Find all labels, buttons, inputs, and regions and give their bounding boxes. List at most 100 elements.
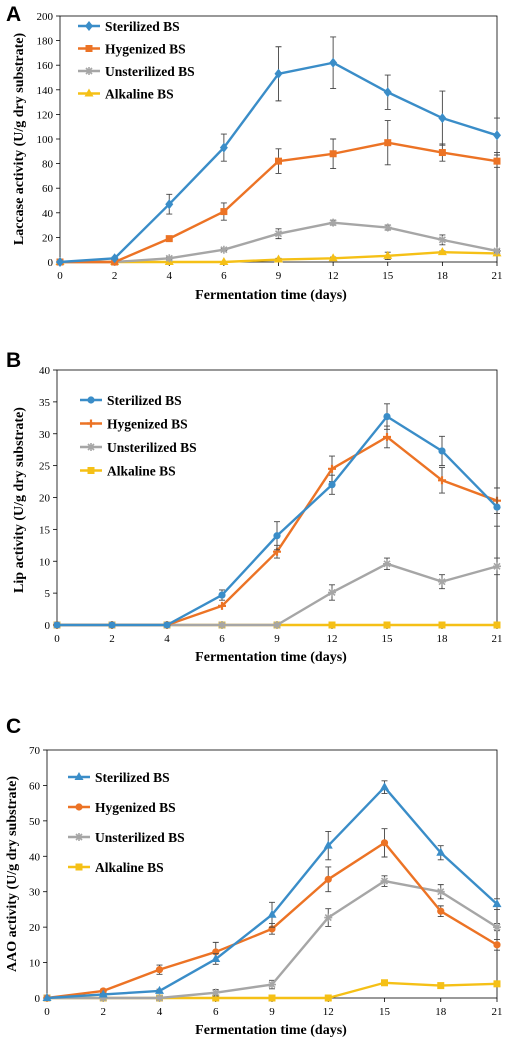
data-point [493, 980, 501, 988]
panel-b-y-axis-label: Lip activity (U/g dry substrate) [12, 407, 27, 593]
panel-c: C 0 10 20 30 40 50 60 70 0 2 4 6 9 12 15 18 21 Steriliz… [5, 715, 503, 1038]
y-tick-label: 5 [45, 588, 51, 600]
y-tick-label: 20 [42, 232, 54, 244]
x-tick-label: 2 [112, 270, 118, 282]
legend-label: Sterilized BS [105, 19, 180, 34]
y-tick-label: 0 [45, 620, 51, 632]
y-tick-label: 25 [39, 461, 51, 473]
data-point [219, 142, 228, 153]
data-point [436, 847, 446, 856]
x-tick-label: 6 [213, 1006, 219, 1018]
x-tick-label: 15 [382, 633, 394, 645]
legend-label: Hygenized BS [107, 417, 188, 432]
y-tick-label: 60 [29, 780, 41, 792]
x-tick-label: 15 [379, 1006, 391, 1018]
data-point [328, 253, 338, 262]
x-tick-label: 21 [492, 1006, 503, 1018]
x-tick-label: 12 [328, 270, 339, 282]
series-sterilized-bs [42, 780, 502, 1001]
data-point [275, 157, 282, 165]
data-point [165, 235, 173, 243]
data-point [329, 57, 338, 68]
legend-item: Unsterilized BS [78, 64, 195, 79]
legend-item: Hygenized BS [78, 42, 186, 57]
data-point [493, 157, 501, 165]
panel-a-series [55, 36, 502, 267]
legend-item: Sterilized BS [78, 19, 180, 34]
panel-b-legend: Sterilized BS Hygenized BS Unsterilized BS… [80, 393, 197, 479]
x-tick-label: 9 [276, 270, 282, 282]
data-point [493, 941, 501, 949]
data-point [328, 621, 336, 629]
data-point [493, 562, 501, 571]
legend-swatch-marker [87, 443, 95, 451]
x-tick-label: 18 [435, 1006, 447, 1018]
data-point [384, 139, 392, 147]
y-tick-label: 40 [42, 208, 54, 220]
panel-c-letter: C [6, 715, 21, 738]
data-point [328, 464, 336, 473]
data-point [274, 229, 283, 238]
legend-item: Alkaline BS [68, 860, 164, 875]
y-tick-label: 10 [29, 958, 41, 970]
series-sterilized-bs [53, 403, 501, 629]
x-tick-label: 9 [269, 1006, 275, 1018]
legend-item: Sterilized BS [68, 770, 170, 785]
data-point [155, 985, 164, 994]
panel-a-x-axis-label: Fermentation time (days) [195, 288, 347, 303]
panel-c-x-axis-label: Fermentation time (days) [195, 1023, 347, 1038]
data-point [218, 591, 226, 599]
data-point [383, 250, 393, 259]
y-tick-label: 15 [39, 524, 51, 536]
data-point [155, 994, 164, 1002]
data-point [328, 588, 336, 597]
series-sterilized-bs [56, 36, 501, 267]
panel-c-x-ticks: 0 2 4 6 9 12 15 18 21 [44, 998, 503, 1018]
panel-c-legend: Sterilized BS Hygenized BS Unsterilized BS… [68, 770, 185, 875]
panel-a-letter: A [6, 3, 21, 26]
y-tick-label: 100 [37, 134, 54, 146]
data-point [324, 913, 333, 922]
data-point [383, 559, 391, 568]
data-point [273, 621, 281, 629]
panel-a-y-ticks: 0 20 40 60 80 100 120 140 160 180 200 [37, 11, 60, 269]
data-point [438, 447, 446, 455]
data-point [380, 877, 389, 886]
x-tick-label: 2 [109, 633, 115, 645]
data-point [383, 223, 392, 232]
data-point [273, 532, 281, 540]
y-tick-label: 10 [39, 556, 51, 568]
panel-a-legend: Sterilized BS Hygenized BS Unsterilized BS… [78, 19, 195, 102]
y-tick-label: 50 [29, 816, 41, 828]
panel-a-y-axis-label: Laccase activity (U/g dry substrate) [12, 33, 27, 246]
data-point [438, 149, 446, 157]
data-point [328, 481, 336, 489]
y-tick-label: 20 [29, 922, 41, 934]
x-tick-label: 2 [101, 1006, 107, 1018]
y-tick-label: 0 [35, 993, 41, 1005]
legend-item: Alkaline BS [78, 87, 174, 102]
x-tick-label: 21 [492, 633, 503, 645]
panel-c-series [42, 780, 502, 1002]
data-point [492, 899, 502, 908]
x-tick-label: 6 [219, 633, 225, 645]
data-point [324, 875, 332, 883]
x-tick-label: 15 [382, 270, 394, 282]
y-tick-label: 160 [37, 60, 54, 72]
series-unsterilized-bs [53, 557, 501, 629]
data-point [329, 150, 337, 158]
data-point [274, 68, 283, 79]
y-tick-label: 30 [29, 887, 41, 899]
data-point [437, 247, 447, 256]
legend-swatch-marker [87, 396, 95, 404]
panel-b-series [53, 403, 501, 629]
data-point [165, 199, 174, 210]
y-tick-label: 60 [42, 183, 54, 195]
x-tick-label: 0 [54, 633, 60, 645]
legend-swatch-marker [85, 21, 93, 31]
data-point [438, 235, 447, 244]
data-point [380, 839, 389, 847]
data-point [438, 621, 446, 629]
legend-swatch-marker [75, 833, 83, 841]
data-point [380, 782, 389, 791]
